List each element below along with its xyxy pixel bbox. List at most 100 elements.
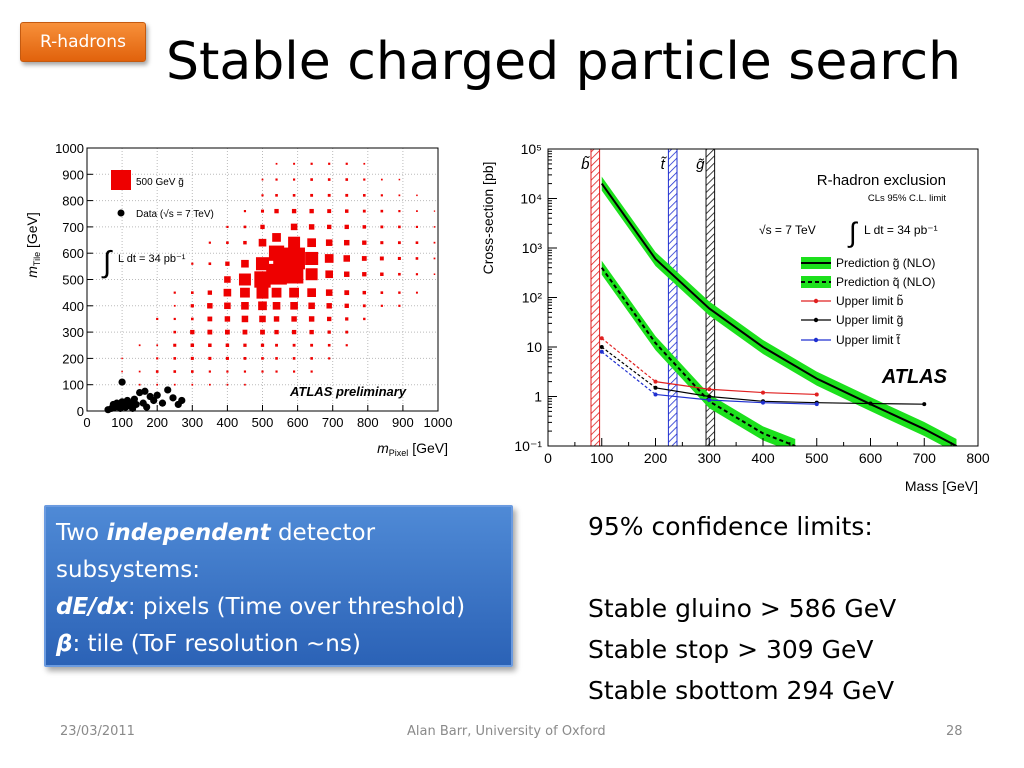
signal-box — [260, 224, 265, 230]
detector-subsystems-box: Two independent detector subsystems: dE/… — [44, 505, 513, 667]
y-tick-label: 200 — [62, 351, 84, 366]
signal-box — [208, 343, 212, 347]
legend-signal-marker — [111, 170, 131, 190]
signal-box — [225, 329, 230, 335]
signal-box — [226, 370, 229, 373]
signal-box — [173, 370, 177, 373]
signal-box — [238, 273, 251, 286]
y-tick-label: 10³ — [522, 240, 543, 256]
signal-box — [121, 357, 123, 360]
data-point — [153, 391, 161, 399]
signal-box — [191, 262, 194, 265]
signal-box — [207, 303, 213, 309]
signal-box — [433, 257, 436, 260]
signal-box — [309, 208, 314, 214]
signal-box — [289, 287, 299, 298]
signal-box — [121, 370, 123, 373]
signal-box — [242, 329, 248, 335]
legend-marker — [813, 298, 819, 304]
signal-box — [190, 329, 195, 335]
signal-box — [243, 343, 247, 347]
x-tick-label: 800 — [966, 450, 990, 466]
y-tick-label: 100 — [62, 378, 84, 393]
signal-box — [190, 291, 194, 294]
signal-box — [208, 356, 212, 360]
signal-box — [243, 370, 247, 373]
footer-page-number: 28 — [946, 724, 963, 739]
signal-box — [345, 330, 349, 334]
limit-marker — [814, 392, 819, 397]
signal-box — [362, 209, 366, 213]
signal-box — [156, 383, 159, 386]
signal-box — [380, 194, 383, 197]
signal-box — [363, 178, 366, 181]
signal-box — [380, 272, 384, 276]
signal-box — [362, 290, 367, 295]
limit-marker — [922, 402, 927, 407]
signal-box — [208, 241, 211, 244]
data-point — [132, 400, 140, 409]
y-tick-label: 600 — [62, 246, 84, 261]
signal-box — [433, 273, 436, 276]
signal-box — [345, 162, 348, 165]
energy-label: √s = 7 TeV — [759, 223, 816, 237]
exclusion-band-label: t̃ — [660, 156, 667, 173]
signal-box — [241, 259, 249, 268]
x-tick-label: 0 — [544, 450, 552, 466]
box-line-3: dE/dx: pixels (Time over threshold) — [56, 594, 466, 620]
signal-box — [275, 178, 278, 181]
signal-box — [415, 291, 418, 294]
signal-box — [290, 223, 298, 231]
signal-box — [223, 288, 232, 297]
x-tick-label: 100 — [111, 415, 133, 430]
signal-box — [244, 383, 246, 386]
signal-box — [307, 238, 316, 248]
signal-box — [310, 357, 313, 360]
y-tick-label: 10⁴ — [520, 191, 542, 207]
signal-box — [156, 344, 159, 347]
exclusion-band — [705, 149, 716, 446]
y-tick-label: 500 — [62, 273, 84, 288]
signal-box — [307, 288, 316, 298]
signal-box — [155, 370, 159, 373]
signal-box — [272, 301, 281, 310]
signal-box — [258, 301, 267, 311]
limit-marker — [707, 387, 712, 392]
legend-label: Upper limit b̃ — [836, 293, 904, 308]
x-tick-label: 100 — [590, 450, 614, 466]
y-tick-label: 300 — [62, 325, 84, 340]
signal-box — [292, 343, 296, 347]
signal-box — [343, 255, 351, 262]
limit-marker — [653, 385, 658, 390]
signal-box — [310, 370, 313, 373]
y-axis-label: Cross-section [pb] — [480, 162, 496, 275]
signal-box — [288, 236, 301, 249]
exclusion-band — [590, 149, 601, 446]
signal-box — [309, 329, 314, 335]
signal-box — [308, 302, 315, 310]
signal-box — [416, 210, 418, 212]
signal-box — [261, 357, 264, 360]
x-tick-label: 300 — [181, 415, 203, 430]
signal-box — [415, 257, 419, 260]
signal-box — [398, 210, 401, 213]
data-point — [143, 403, 151, 411]
legend-label: Prediction g̃ (NLO) — [836, 256, 935, 270]
signal-box — [362, 194, 366, 197]
y-tick-label: 900 — [62, 167, 84, 182]
y-tick-label: 800 — [62, 194, 84, 209]
exclusion-band-label: g̃ — [696, 156, 705, 173]
signal-box — [310, 343, 314, 347]
signal-box — [260, 209, 265, 213]
signal-box — [138, 383, 141, 386]
x-tick-label: 500 — [252, 415, 274, 430]
x-axis-label: Mass [GeV] — [905, 478, 978, 494]
data-point — [178, 396, 186, 405]
box-line-2: subsystems: — [56, 557, 201, 583]
x-tick-label: 200 — [146, 415, 168, 430]
limit-marker — [761, 400, 765, 405]
x-tick-label: 400 — [217, 415, 239, 430]
signal-box — [327, 224, 332, 230]
signal-box — [291, 329, 297, 335]
x-axis-label: mPixel [GeV] — [377, 440, 448, 458]
